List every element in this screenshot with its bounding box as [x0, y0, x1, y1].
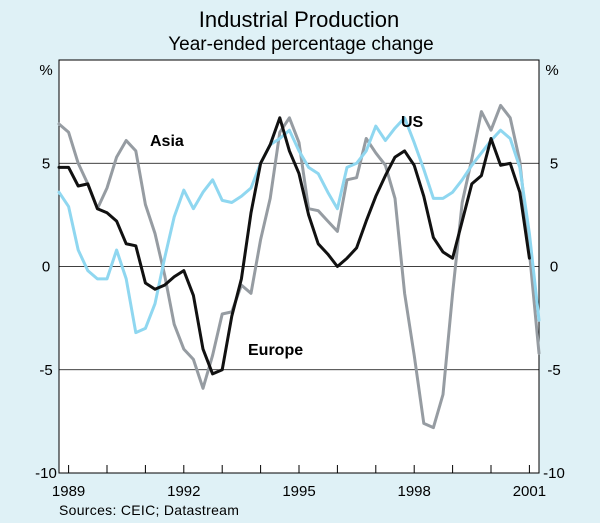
y-tick-label-right: 0: [550, 259, 558, 276]
x-tick-label-1995: 1995: [282, 483, 315, 500]
chart-title: Industrial Production: [199, 7, 400, 32]
x-tick-label-2001: 2001: [513, 483, 546, 500]
y-tick-label-right: 5: [550, 155, 558, 172]
y-tick-labels: -10 -10 -5 -5 0 0 5 5: [35, 155, 565, 482]
series-label-asia: Asia: [150, 133, 184, 150]
y-tick-label-left: -5: [39, 362, 52, 379]
chart-subtitle: Year-ended percentage change: [168, 34, 434, 55]
y-unit-left: %: [39, 62, 52, 79]
y-tick-label-left: 5: [42, 155, 50, 172]
y-tick-label-right: -5: [547, 362, 560, 379]
x-tick-labels: 1989 1992 1995 1998 2001: [52, 483, 546, 500]
x-tick-label-1989: 1989: [52, 483, 85, 500]
y-tick-label-left: -10: [35, 465, 57, 482]
x-tick-label-1992: 1992: [167, 483, 200, 500]
series-line-us: [57, 116, 541, 335]
series-label-europe: Europe: [248, 342, 303, 359]
y-unit-right: %: [545, 62, 558, 79]
source-note: Sources: CEIC; Datastream: [59, 502, 239, 518]
x-tick-marks: [68, 465, 530, 473]
series-line-europe: [57, 116, 531, 376]
series-label-us: US: [401, 114, 424, 131]
series-lines: [57, 103, 541, 430]
y-tick-label-right: -10: [543, 465, 565, 482]
y-tick-label-left: 0: [42, 259, 50, 276]
x-tick-label-1998: 1998: [398, 483, 431, 500]
